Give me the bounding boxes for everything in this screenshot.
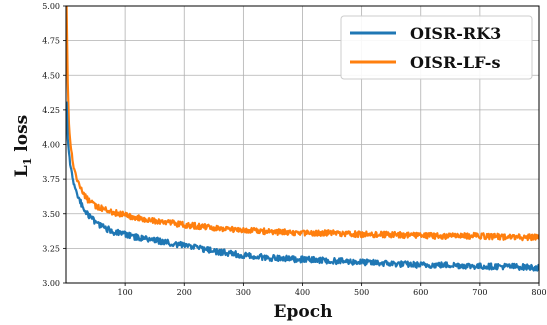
y-tick-label: 3.00 xyxy=(42,279,60,288)
x-tick-label: 500 xyxy=(354,288,369,297)
series-line-oisr-rk3 xyxy=(66,101,539,272)
y-tick-label: 3.75 xyxy=(42,175,60,184)
y-axis-label-suffix: loss xyxy=(12,115,32,158)
x-axis-ticks: 100 200 300 400 500 600 700 800 xyxy=(117,283,547,297)
legend-label-oisr-rk3: OISR-RK3 xyxy=(410,24,501,43)
series-lines xyxy=(66,6,539,272)
y-tick-label: 4.00 xyxy=(42,141,60,150)
legend: OISR-RK3 OISR-LF-s xyxy=(340,15,533,80)
legend-label-oisr-lf-s: OISR-LF-s xyxy=(410,53,500,72)
x-tick-label: 100 xyxy=(117,288,132,297)
x-tick-label: 600 xyxy=(413,288,428,297)
y-axis-ticks: 3.00 3.25 3.50 3.75 4.00 4.25 4.50 4.75 5.00 xyxy=(42,2,66,288)
x-tick-label: 800 xyxy=(531,288,546,297)
y-tick-label: 4.25 xyxy=(42,106,60,115)
x-tick-label: 300 xyxy=(236,288,251,297)
y-tick-label: 3.25 xyxy=(42,244,60,253)
x-tick-label: 700 xyxy=(472,288,487,297)
x-tick-label: 200 xyxy=(177,288,192,297)
y-axis-label-main: L xyxy=(12,165,32,177)
y-axis-label: L1 loss xyxy=(12,115,34,177)
x-tick-label: 400 xyxy=(295,288,310,297)
y-tick-label: 5.00 xyxy=(42,2,60,11)
series-line-oisr-lf-s xyxy=(66,6,539,242)
y-tick-label: 4.50 xyxy=(42,71,60,80)
y-tick-label: 4.75 xyxy=(42,37,60,46)
y-axis-label-subscript: 1 xyxy=(21,158,34,166)
y-tick-label: 3.50 xyxy=(42,210,60,219)
x-axis-label: Epoch xyxy=(274,302,333,322)
